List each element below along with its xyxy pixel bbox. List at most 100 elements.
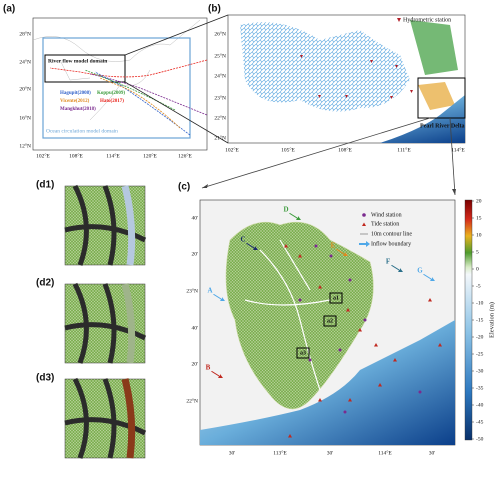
lon-label: 126°E [178,152,192,159]
legend-label: 10m contour line [371,231,412,237]
ocean [228,95,465,143]
lat-label: 20°N [19,85,31,92]
tide-station [374,343,378,347]
typhoon-label: Hato(2017) [100,99,124,104]
colorbar-title: Elevation (m) [488,302,495,338]
colorbar-tick-label: -40 [476,402,484,408]
colorbar-tick-label: -25 [476,351,484,357]
lon-label: 102°E [225,146,239,153]
lon-label: 30' [429,450,436,456]
area-label: a1 [333,295,339,301]
colorbar-tick-label: -15 [476,317,484,323]
wind-station [348,278,352,282]
wind-station [338,348,342,352]
lon-label: 30' [327,450,334,456]
legend-symbol [397,18,401,22]
wind-station [418,390,422,394]
legend-symbol [362,222,366,226]
channel [64,282,147,364]
inflow-arrow [336,249,348,256]
connector [201,117,431,189]
connector [124,81,229,144]
tide-station [288,434,292,438]
wind-station [308,358,312,362]
legend-symbol [362,213,366,217]
lon-label: 114°E [106,152,120,159]
tide-station [378,383,382,387]
lon-label: 120°E [143,152,157,159]
tide-station [438,343,442,347]
boundary-label: G [417,267,423,275]
coastline [32,19,201,121]
colorbar [464,199,473,441]
colorbar-tick-label: -45 [476,419,484,425]
inflow-arrow [423,274,435,281]
boundary-label: F [386,258,390,266]
channel [121,185,136,266]
tide-station [348,398,352,402]
panel-label: (a) [3,4,15,15]
wind-station [363,318,367,322]
colorbar-tick-label: -10 [476,300,484,306]
lon-label: 30' [229,450,236,456]
channel [64,377,147,459]
typhoon-track [84,69,176,111]
lat-label: 23°N [186,287,198,294]
lat-label: 28°N [19,30,31,37]
channel [64,184,147,266]
wind-station [298,298,302,302]
delta-label: Pearl River Delta [420,123,465,129]
lon-label: 108°E [338,146,352,153]
legend-label: Hydrometric station [403,17,451,23]
wind-station [343,410,347,414]
colorbar-tick-label: -5 [476,283,481,289]
colorbar-tick-label: -35 [476,385,484,391]
area-label: a3 [300,350,306,356]
lon-label: 113°E [273,449,287,456]
lon-label: 114°E [451,146,465,153]
area-label: a2 [327,318,333,324]
panel-label: (b) [208,4,221,15]
colorbar-tick-label: 0 [476,266,479,272]
wind-station [329,254,333,258]
lon-label: 102°E [36,152,50,159]
domain-label: River flow model domain [48,58,107,64]
sub-basin [418,82,455,110]
tide-station [318,285,322,289]
lat-label: 25°N [214,52,226,59]
lon-label: 111°E [397,146,411,153]
wind-station [314,244,318,248]
boundary-label: C [240,236,245,244]
inflow-arrow [391,265,403,272]
lat-label: 20' [192,251,199,257]
tide-station [298,254,302,258]
area-box [329,292,343,304]
tide-station [346,308,350,312]
legend-symbol [359,241,370,247]
panel-label: (d1) [36,180,54,191]
tide-station [393,358,397,362]
panel-label: (c) [178,182,190,193]
legend-label: Inflow boundary [371,240,411,247]
typhoon-label: Koppu(2009) [97,91,125,96]
lat-label: 40' [192,325,199,331]
legend-label: Wind station [371,212,402,218]
typhoon-label: Hagupit(2008) [60,91,91,96]
river-network [240,22,410,112]
lon-label: 108°E [69,152,83,159]
lat-label: 26°N [214,30,226,37]
boundary-label: A [207,287,212,295]
model-mesh [225,221,374,410]
legend-label: Tide station [371,221,399,227]
inflow-arrow [211,371,223,378]
colorbar-tick-label: -20 [476,334,484,340]
inflow-arrow [289,213,301,220]
colorbar-tick-label: 10 [476,232,482,238]
boundary-label: D [283,206,288,214]
inflow-arrow [213,294,225,301]
typhoon-label: Mangkhut(2018) [60,107,96,112]
tide-station [284,244,288,248]
lat-label: 24°N [19,58,31,65]
lat-label: 22°N [214,114,226,121]
